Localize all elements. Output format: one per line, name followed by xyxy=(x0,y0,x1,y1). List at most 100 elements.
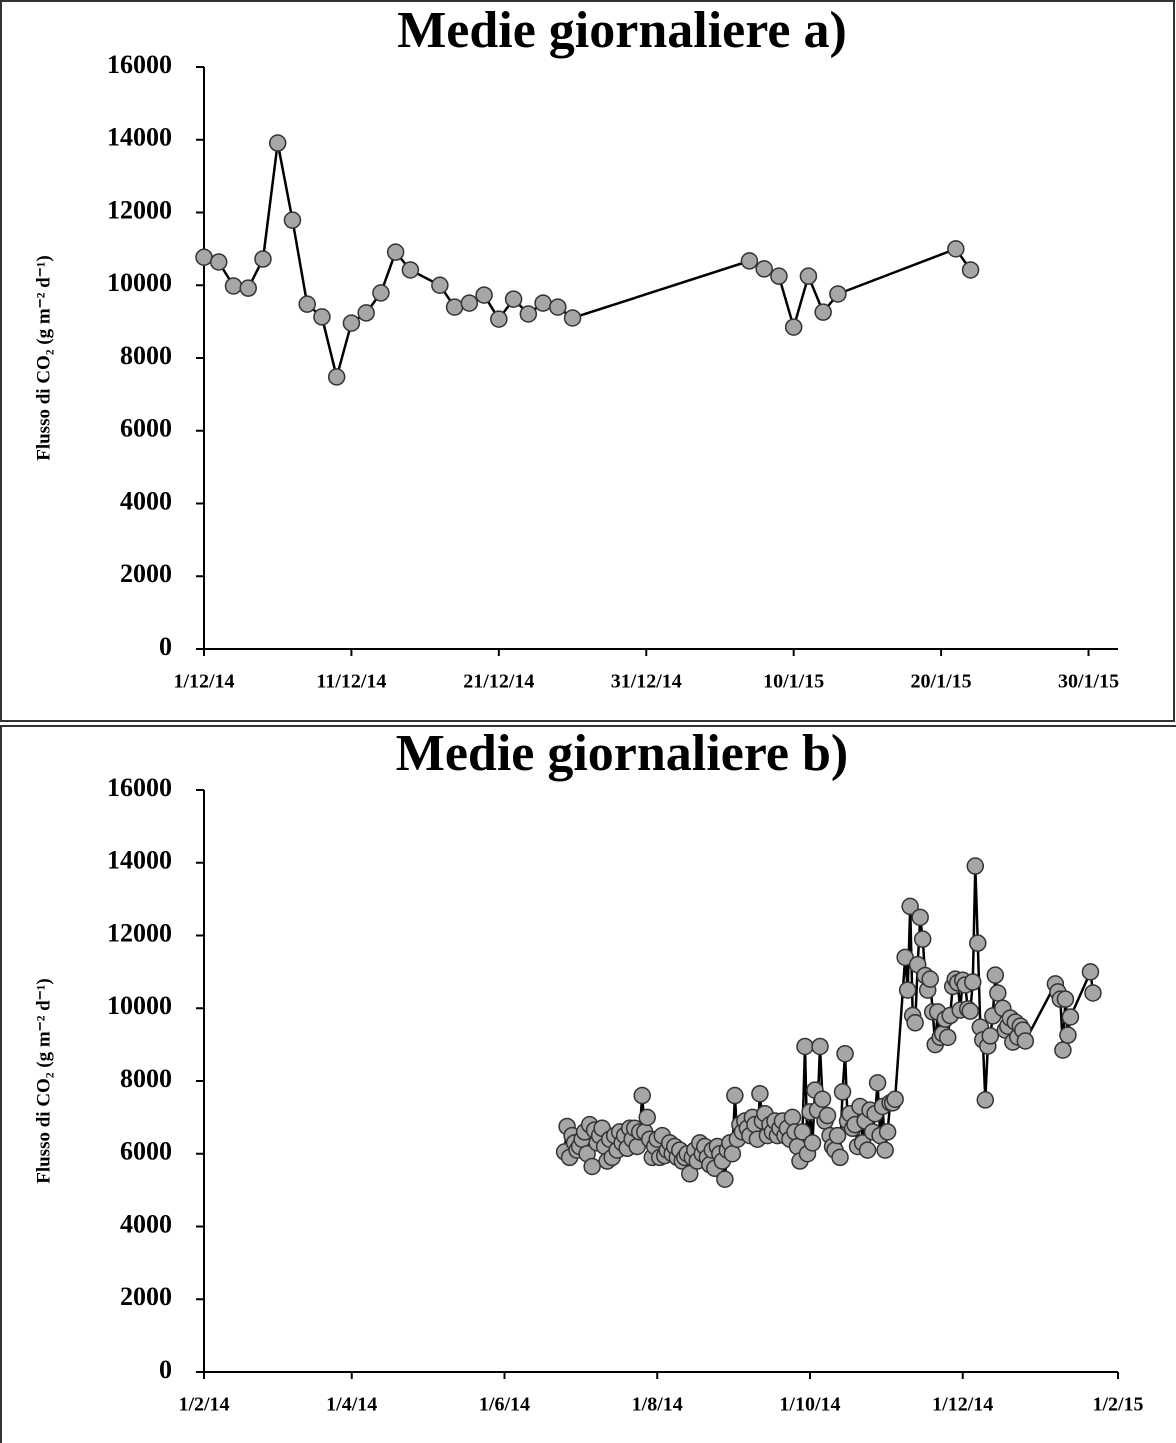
y-tick-label: 0 xyxy=(159,632,172,661)
data-point xyxy=(401,261,420,279)
y-tick-label: 4000 xyxy=(120,1209,172,1238)
data-point xyxy=(224,277,243,295)
data-point xyxy=(313,308,331,326)
data-point xyxy=(386,243,405,261)
y-tick-label: 0 xyxy=(159,1355,172,1384)
data-point xyxy=(475,286,493,304)
y-tick-label: 10000 xyxy=(107,991,172,1020)
data-point xyxy=(740,252,759,270)
data-point xyxy=(209,253,228,271)
data-point xyxy=(969,934,987,952)
data-point xyxy=(633,1086,651,1105)
data-point xyxy=(784,318,803,336)
data-point xyxy=(1059,1026,1077,1044)
data-point xyxy=(638,1108,656,1127)
data-line xyxy=(203,142,972,382)
data-point xyxy=(906,1014,924,1032)
data-point xyxy=(811,1037,829,1056)
data-point xyxy=(898,981,917,999)
y-tick-label: 4000 xyxy=(120,486,172,515)
data-point xyxy=(818,1106,837,1125)
data-point xyxy=(770,267,788,285)
x-tick-label: 31/12/14 xyxy=(611,671,682,693)
data-point xyxy=(961,261,980,279)
y-tick-label: 14000 xyxy=(107,846,172,875)
y-tick-label: 2000 xyxy=(120,559,172,588)
x-tick-label: 1/2/15 xyxy=(1092,1394,1143,1416)
data-point xyxy=(327,368,346,386)
data-point xyxy=(342,314,361,332)
data-point xyxy=(966,857,985,875)
data-point xyxy=(913,930,932,948)
data-point xyxy=(911,908,929,927)
x-tick-label: 11/12/14 xyxy=(316,671,386,693)
data-point xyxy=(813,1090,832,1108)
data-point xyxy=(829,285,847,303)
data-point xyxy=(1061,1008,1080,1026)
data-point xyxy=(833,1083,852,1101)
panel-border xyxy=(0,725,1176,1443)
x-tick-label: 1/8/14 xyxy=(632,1394,683,1416)
x-tick-label: 1/12/14 xyxy=(173,671,234,693)
data-point xyxy=(1056,990,1075,1008)
x-tick-label: 30/1/15 xyxy=(1058,671,1119,693)
data-point xyxy=(716,1170,734,1188)
panel-border xyxy=(0,0,1175,722)
data-point xyxy=(901,897,919,916)
y-tick-label: 16000 xyxy=(107,50,172,79)
y-tick-label: 8000 xyxy=(120,1064,172,1093)
y-axis-label: Flusso di CO₂ (g m⁻² d⁻¹) xyxy=(33,978,54,1184)
x-tick-label: 1/12/14 xyxy=(932,1394,993,1416)
x-tick-label: 20/1/15 xyxy=(911,671,972,693)
data-point xyxy=(583,1157,601,1176)
data-point xyxy=(831,1148,849,1167)
y-axis-label: Flusso di CO₂ (g m⁻² d⁻¹) xyxy=(33,255,54,461)
data-point xyxy=(195,248,213,266)
data-point xyxy=(723,1145,742,1163)
data-point xyxy=(755,260,773,278)
data-point xyxy=(803,1134,822,1152)
x-tick-label: 1/10/14 xyxy=(779,1394,840,1416)
data-point xyxy=(964,973,982,991)
data-point xyxy=(793,1123,812,1141)
data-point xyxy=(372,284,390,302)
data-point xyxy=(986,966,1005,984)
chart-title: Medie giornaliere b) xyxy=(396,725,849,782)
data-point xyxy=(490,310,508,328)
data-point xyxy=(519,305,538,323)
data-point xyxy=(1054,1041,1072,1059)
data-point xyxy=(976,1091,995,1109)
data-point xyxy=(783,1108,802,1127)
chart-title: Medie giornaliere a) xyxy=(397,2,847,59)
data-point xyxy=(357,304,375,322)
data-point xyxy=(878,1123,897,1141)
data-point xyxy=(938,1028,957,1047)
y-tick-label: 6000 xyxy=(120,414,172,443)
data-point xyxy=(460,294,479,312)
data-point xyxy=(886,1090,904,1108)
data-point xyxy=(868,1074,887,1092)
data-point xyxy=(947,240,965,258)
y-tick-label: 8000 xyxy=(120,341,172,370)
data-point xyxy=(921,970,939,988)
x-tick-label: 1/6/14 xyxy=(479,1394,530,1416)
data-point xyxy=(876,1141,894,1159)
data-point xyxy=(445,298,464,316)
data-point xyxy=(504,290,523,308)
y-tick-label: 10000 xyxy=(107,268,172,297)
data-point xyxy=(239,279,257,297)
data-point xyxy=(828,1126,847,1145)
data-point xyxy=(1016,1032,1035,1050)
data-point xyxy=(726,1086,744,1105)
data-point xyxy=(268,134,287,152)
data-point xyxy=(981,1027,1000,1045)
data-point xyxy=(1081,963,1100,981)
y-tick-label: 12000 xyxy=(107,918,172,947)
x-tick-label: 21/12/14 xyxy=(463,671,534,693)
y-tick-label: 14000 xyxy=(107,123,172,152)
x-tick-label: 10/1/15 xyxy=(763,671,824,693)
data-point xyxy=(796,1037,814,1056)
y-tick-label: 2000 xyxy=(120,1282,172,1311)
